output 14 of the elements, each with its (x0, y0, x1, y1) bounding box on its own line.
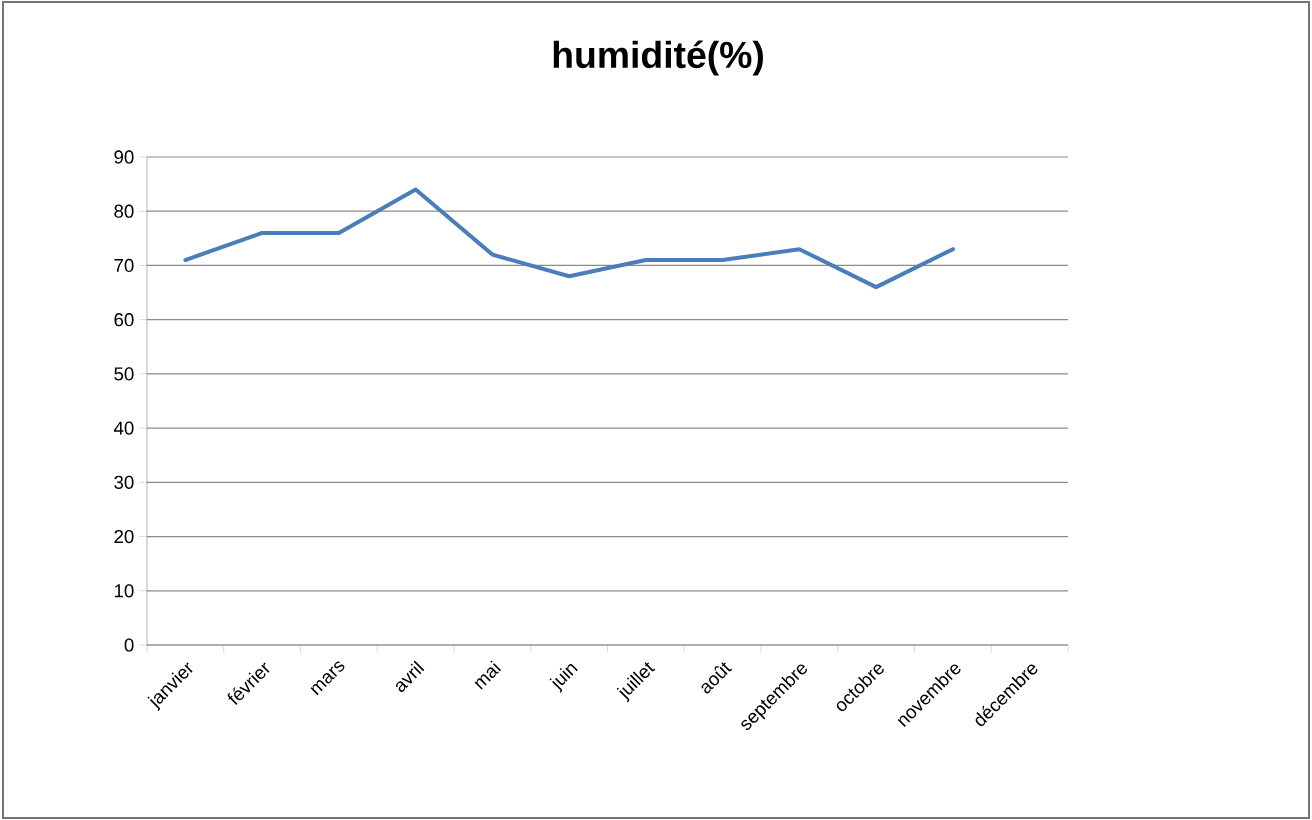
x-tick-label: mai (474, 660, 502, 690)
y-tick-label: 10 (114, 584, 134, 598)
y-tick-label: 80 (114, 204, 134, 218)
y-tick-label: 90 (114, 150, 134, 164)
y-tick-label: 40 (113, 421, 134, 435)
y-tick-label: 0 (124, 638, 134, 652)
y-tick-label: 30 (114, 475, 134, 489)
y-tick-label: 60 (114, 313, 134, 327)
y-tick-label: 20 (114, 529, 134, 544)
chart-title: humidité(%) (553, 40, 763, 76)
line-series (183, 187, 955, 290)
x-tick-label: juin (549, 664, 578, 693)
y-tick-label: 70 (114, 258, 134, 273)
y-tick-label: 50 (114, 367, 134, 381)
